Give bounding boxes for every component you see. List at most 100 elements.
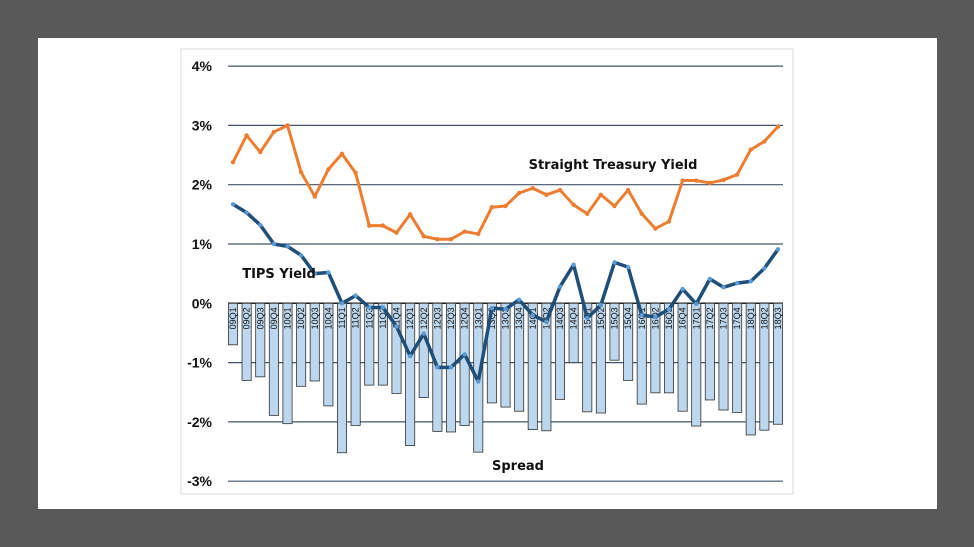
tips-point — [680, 286, 685, 292]
annotation-treasury: Straight Treasury Yield — [529, 158, 698, 173]
tips-point — [775, 247, 781, 252]
treasury-point — [734, 172, 740, 177]
x-tick-label: 10Q3 — [310, 307, 320, 329]
treasury-point — [448, 237, 454, 242]
tips-point — [407, 353, 413, 359]
treasury-point — [775, 124, 781, 129]
tips-point — [625, 264, 631, 270]
spread-bar — [364, 302, 375, 386]
tips-point — [585, 315, 590, 321]
treasury-point — [476, 231, 481, 237]
x-tick-label: 12Q3 — [446, 307, 456, 329]
treasury-point — [680, 178, 685, 183]
x-tick-label: 11Q3 — [364, 307, 374, 328]
tips-point — [312, 271, 317, 276]
treasury-point — [258, 149, 263, 155]
annotation-spread: Spread — [492, 459, 544, 474]
spread-bar — [555, 302, 566, 400]
treasury-point — [707, 180, 713, 186]
x-tick-label: 10Q1 — [283, 307, 293, 329]
x-tick-label: 11Q4 — [392, 307, 402, 328]
x-tick-label: 15Q2 — [596, 307, 606, 329]
spread-bar — [623, 302, 634, 381]
spread-bar — [677, 302, 688, 412]
slide-panel: 4% 3% 2% 1% 0% -1% -2% -3% 09Q1 09Q2 09Q3 09Q4 10Q1… — [38, 38, 937, 509]
treasury-point — [762, 139, 767, 144]
tips-point — [367, 305, 372, 310]
spread-bar — [609, 302, 620, 361]
treasury-point — [312, 194, 317, 199]
treasury-point — [244, 133, 249, 138]
x-tick-label: 17Q1 — [691, 307, 701, 329]
treasury-point — [585, 211, 590, 216]
tips-point — [285, 244, 290, 249]
x-tick-label: 17Q3 — [719, 307, 729, 329]
x-tick-label: 12Q1 — [405, 307, 415, 329]
treasury-point — [544, 192, 549, 197]
treasury-point — [271, 129, 277, 135]
x-tick-label: 16Q4 — [678, 307, 688, 329]
x-tick-label: 10Q2 — [296, 307, 306, 329]
spread-bar — [541, 302, 552, 432]
spread-bar — [718, 302, 729, 411]
x-tick-label: 12Q3 — [432, 307, 442, 329]
spread-bar — [241, 302, 252, 381]
spread-bar — [500, 302, 511, 408]
treasury-point — [503, 203, 508, 209]
spread-bar — [527, 302, 538, 431]
x-tick-label: 09Q2 — [242, 307, 252, 329]
treasury-point — [598, 192, 604, 197]
tips-point — [557, 284, 563, 289]
x-tick-label: 11Q1 — [337, 307, 347, 328]
treasury-point — [230, 159, 236, 165]
spread-bar — [732, 302, 743, 413]
x-tick-label: 15Q4 — [623, 307, 633, 329]
x-tick-label: 09Q4 — [269, 307, 279, 329]
treasury-point — [748, 147, 753, 152]
spread-bar — [664, 302, 675, 394]
treasury-point — [380, 223, 386, 228]
tips-point — [503, 307, 508, 312]
x-tick-label: 14Q1 — [528, 307, 538, 329]
spread-bar — [282, 302, 293, 425]
x-tick-label: 14Q3 — [555, 307, 565, 329]
tips-point — [448, 365, 454, 370]
spread-bar — [650, 302, 661, 394]
spread-bar — [391, 302, 402, 394]
spread-bar — [582, 302, 593, 413]
spread-bar — [773, 302, 784, 425]
x-tick-label: 10Q4 — [323, 307, 333, 329]
treasury-point — [353, 170, 358, 176]
treasury-point — [694, 178, 699, 183]
tips-point — [694, 301, 699, 307]
x-tick-label: 11Q3 — [378, 307, 388, 328]
y-tick-label: 1% — [192, 236, 213, 252]
treasury-point — [394, 230, 399, 235]
treasury-point — [326, 167, 331, 172]
tips-point — [721, 285, 726, 290]
tips-point — [380, 305, 386, 310]
treasury-point — [285, 123, 290, 128]
spread-bar — [227, 302, 238, 346]
x-tick-label: 13Q1 — [473, 307, 483, 329]
treasury-point — [489, 205, 495, 210]
tips-point — [734, 280, 740, 286]
x-tick-label: 16Q1 — [637, 307, 647, 329]
x-tick-label: 17Q2 — [705, 307, 715, 329]
tips-point — [271, 241, 277, 247]
tips-point — [612, 260, 617, 265]
tips-point — [707, 276, 713, 282]
spread-bar — [759, 302, 770, 431]
y-tick-label: 3% — [192, 117, 213, 133]
x-tick-label: 14Q4 — [569, 307, 579, 329]
tips-point — [339, 301, 345, 306]
treasury-point — [530, 186, 535, 191]
y-tick-label: -2% — [187, 414, 212, 430]
tips-point — [353, 293, 358, 298]
tips-point — [230, 202, 236, 207]
tips-point — [639, 312, 644, 318]
spread-bar — [514, 302, 525, 412]
tips-point — [598, 302, 604, 308]
spread-bar — [418, 302, 429, 398]
tips-point — [516, 297, 522, 302]
